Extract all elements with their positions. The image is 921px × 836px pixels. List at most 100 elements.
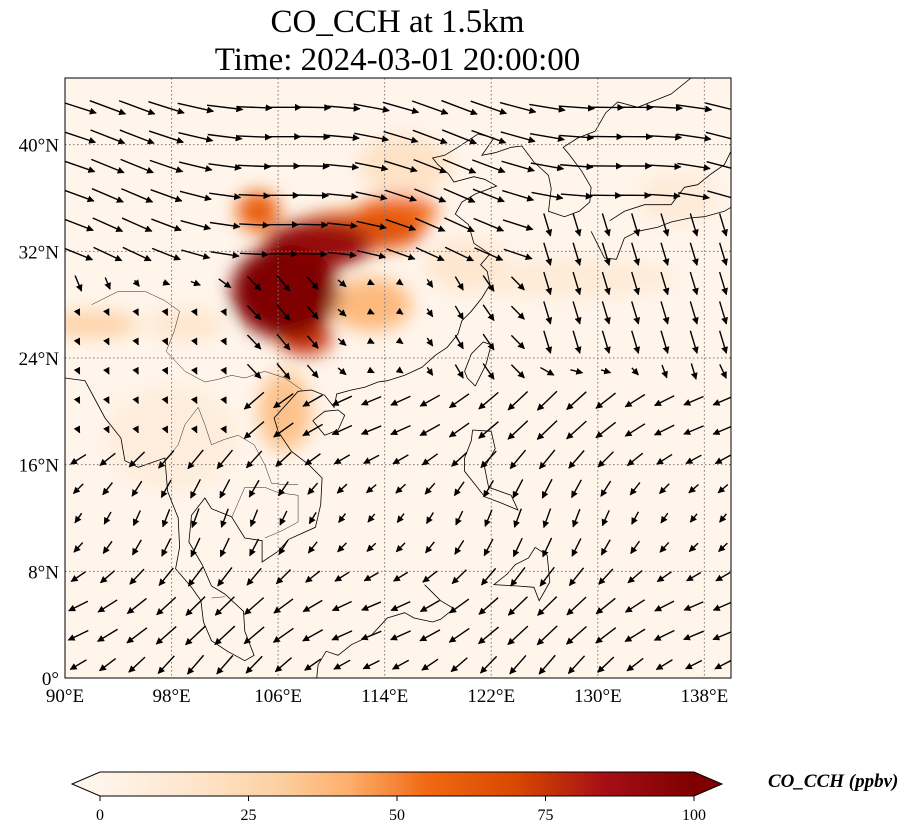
wind-arrow (426, 366, 434, 376)
wind-arrow (355, 191, 388, 201)
wind-arrow (246, 567, 262, 586)
wind-arrow (448, 422, 470, 438)
wind-arrow (306, 364, 319, 379)
wind-arrow (278, 481, 289, 497)
wind-arrow (104, 277, 111, 290)
wind-arrow (631, 511, 640, 525)
wind-arrow (354, 132, 390, 143)
wind-arrow (454, 540, 465, 555)
wind-arrow (474, 247, 504, 261)
wind-arrow (717, 483, 729, 494)
wind-arrow (480, 655, 498, 674)
wind-arrow (356, 220, 387, 231)
wind-arrow (220, 508, 229, 528)
wind-arrow (214, 596, 235, 616)
wind-arrow (161, 425, 169, 434)
wind-arrow (151, 247, 181, 261)
wind-arrow (503, 248, 533, 261)
wind-arrow (126, 627, 148, 644)
wind-arrow (65, 247, 94, 261)
wind-arrow (540, 366, 555, 376)
wind-arrow (510, 276, 525, 291)
wind-arrow (471, 159, 506, 174)
wind-arrow (443, 187, 476, 203)
wind-arrow (482, 363, 495, 380)
wind-arrow (566, 596, 587, 616)
wind-arrow (411, 100, 449, 115)
wind-arrow (715, 571, 731, 582)
wind-arrow (305, 570, 321, 583)
colorbar-scale (100, 772, 694, 796)
wind-arrow (187, 449, 204, 470)
wind-arrow (186, 654, 205, 675)
lon-tick-label: 98°E (152, 686, 190, 707)
wind-arrow (219, 537, 230, 558)
wind-arrow (238, 192, 271, 200)
wind-arrow (480, 450, 497, 469)
wind-arrow (240, 250, 269, 258)
wind-arrow (360, 425, 382, 435)
wind-arrow (707, 190, 731, 199)
wind-arrow (424, 482, 436, 495)
wind-arrow (656, 571, 672, 583)
wind-arrow (659, 483, 670, 495)
wind-arrow (507, 625, 529, 646)
wind-arrow (131, 480, 143, 497)
wind-arrow (448, 393, 470, 409)
wind-arrow (190, 279, 201, 287)
wind-arrow (441, 99, 478, 116)
wind-arrow (595, 627, 617, 644)
wind-arrow (543, 330, 553, 354)
wind-arrow (275, 451, 292, 467)
wind-arrow (444, 246, 475, 262)
wind-arrow (426, 337, 434, 347)
wind-arrow (161, 538, 172, 557)
wind-arrow (190, 478, 201, 499)
wind-arrow (306, 276, 319, 291)
wind-arrow (126, 597, 147, 615)
wind-arrow (685, 454, 702, 465)
wind-arrow (295, 133, 331, 141)
wind-arrow (472, 188, 505, 203)
wind-arrow (361, 601, 382, 611)
wind-arrow (103, 396, 110, 404)
wind-arrow (571, 538, 582, 557)
wind-arrow (512, 479, 524, 499)
wind-arrow (560, 163, 594, 171)
wind-arrow (395, 307, 404, 315)
wind-arrow (395, 366, 404, 374)
wind-arrow (395, 337, 404, 345)
wind-arrow (337, 279, 347, 288)
wind-arrow (158, 450, 175, 469)
coastline (65, 78, 692, 662)
wind-arrow (363, 454, 380, 465)
wind-arrow (279, 510, 288, 526)
wind-arrow (237, 162, 272, 170)
wind-arrow (451, 451, 468, 467)
wind-arrow (626, 657, 644, 672)
wind-arrow (510, 305, 525, 320)
wind-arrow (273, 393, 294, 409)
wind-arrow (92, 217, 124, 232)
wind-arrow (220, 308, 227, 316)
wind-arrow (302, 394, 323, 407)
wind-arrow (421, 453, 439, 466)
wind-arrow (631, 271, 641, 296)
wind-arrow (714, 454, 731, 465)
wind-arrow (365, 484, 377, 494)
wind-arrow (718, 242, 728, 266)
wind-arrow (276, 363, 291, 380)
wind-arrow (396, 513, 405, 523)
wind-arrow (103, 511, 112, 525)
wind-arrow (72, 483, 84, 494)
wind-arrow (719, 513, 727, 523)
figure-title: CO_CCH at 1.5km (270, 4, 525, 40)
wind-arrow (98, 658, 117, 672)
wind-arrow (597, 656, 615, 673)
wind-arrow (572, 271, 582, 296)
wind-arrow (390, 600, 411, 612)
wind-arrow (331, 630, 353, 641)
wind-arrow (690, 363, 698, 380)
wind-arrow (392, 571, 409, 582)
wind-arrow (185, 625, 206, 646)
